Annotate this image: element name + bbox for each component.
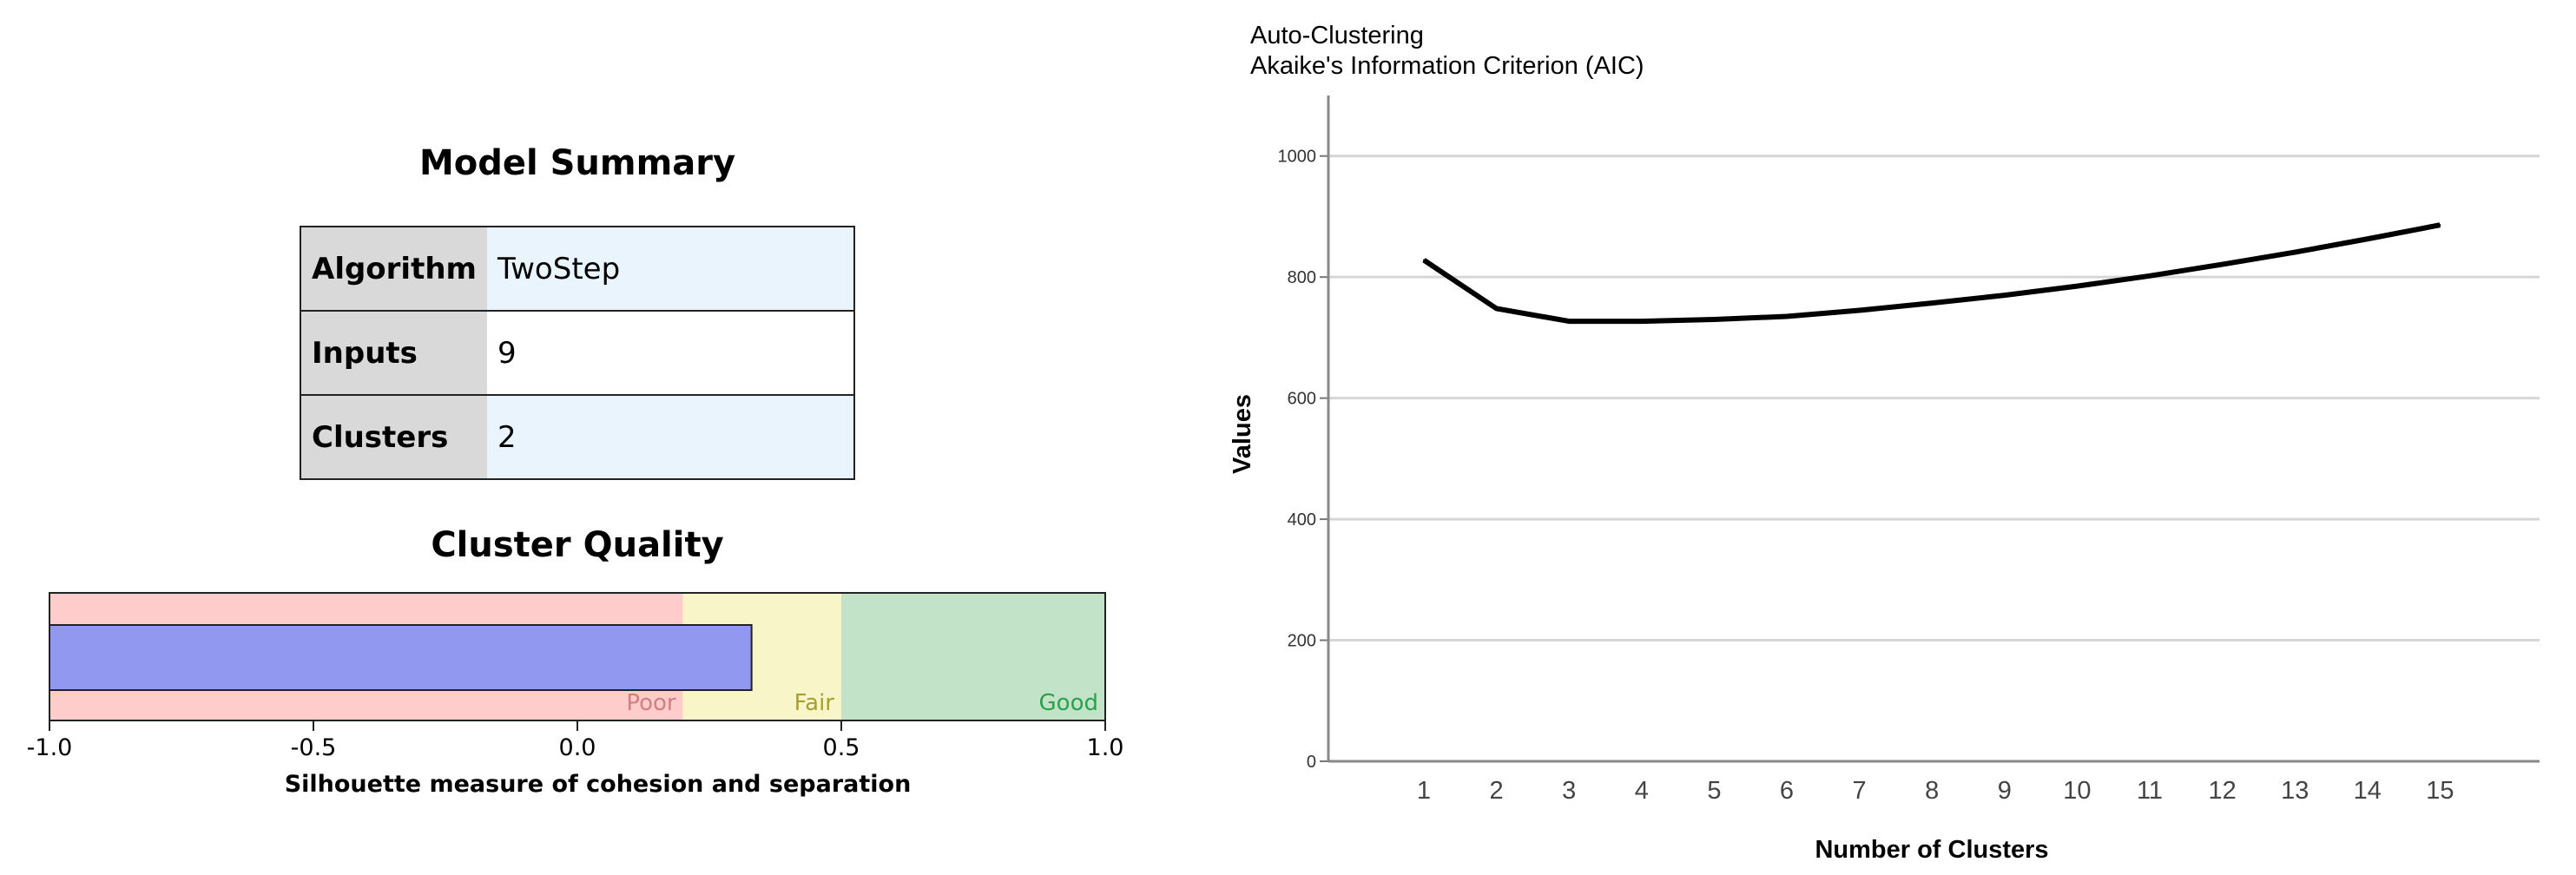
data-point	[1786, 315, 1788, 318]
x-tick-label: 1	[1417, 777, 1431, 805]
table-row: Algorithm TwoStep	[300, 226, 856, 312]
band-label-fair: Fair	[794, 690, 835, 716]
x-tick-label: 12	[2208, 777, 2236, 805]
data-point	[1495, 307, 1498, 310]
x-tick-label: 7	[1853, 777, 1867, 805]
x-tick-label: 8	[1925, 777, 1939, 805]
y-tick-label: 1000	[1278, 148, 1317, 167]
y-tick-label: 800	[1288, 268, 1316, 287]
band-label-good: Good	[1039, 690, 1098, 716]
row-label-inputs: Inputs	[300, 310, 487, 396]
data-point	[1713, 318, 1716, 320]
cluster-quality-title: Cluster Quality	[431, 525, 724, 565]
data-point	[2003, 294, 2006, 297]
x-tick-label: 6	[1780, 777, 1794, 805]
y-tick-label: 600	[1288, 390, 1316, 409]
band-good	[841, 593, 1105, 720]
aic-chart-title: Auto-Clustering	[1250, 22, 1424, 49]
aic-chart-title-block: Auto-Clustering Akaike's Information Cri…	[1250, 21, 1644, 82]
x-tick-label: 10	[2063, 777, 2091, 805]
x-tick-label: -0.5	[291, 734, 337, 761]
x-tick-label: 11	[2137, 777, 2163, 805]
x-tick-label: 4	[1635, 777, 1649, 805]
x-tick-label: 1.0	[1087, 734, 1124, 761]
row-label-clusters: Clusters	[300, 394, 487, 480]
aic-chart-subtitle: Akaike's Information Criterion (AIC)	[1250, 52, 1644, 80]
data-point	[2149, 274, 2151, 277]
x-tick-label: 9	[1998, 777, 2012, 805]
y-tick-label: 0	[1307, 753, 1316, 772]
data-point	[2294, 251, 2296, 253]
band-label-poor: Poor	[626, 690, 676, 716]
row-value-inputs: 9	[486, 310, 856, 396]
data-point	[2221, 263, 2224, 266]
aic-series-line	[1422, 222, 2441, 325]
x-tick-label: 13	[2281, 777, 2309, 805]
data-point	[1423, 259, 1425, 261]
data-point	[1568, 320, 1571, 323]
data-point	[1858, 309, 1861, 312]
data-point	[2439, 224, 2441, 227]
x-tick-label: 2	[1490, 777, 1504, 805]
x-tick-label: -1.0	[27, 734, 73, 761]
model-summary-title: Model Summary	[418, 143, 736, 183]
row-label-algorithm: Algorithm	[300, 226, 487, 312]
x-axis-label: Number of Clusters	[1815, 836, 2048, 864]
row-value-algorithm: TwoStep	[486, 226, 856, 312]
x-tick-label: 3	[1562, 777, 1576, 805]
table-row: Inputs 9	[300, 310, 856, 396]
table-row: Clusters 2	[300, 394, 856, 480]
x-tick-label: 5	[1707, 777, 1721, 805]
data-point	[1931, 302, 1934, 305]
row-value-clusters: 2	[486, 394, 856, 480]
x-tick-label: 15	[2426, 777, 2454, 805]
y-tick-label: 200	[1288, 632, 1316, 651]
y-tick-label: 400	[1288, 510, 1316, 530]
data-point	[2076, 285, 2079, 287]
silhouette-bar	[49, 624, 753, 691]
y-axis-label: Values	[1229, 394, 1256, 474]
model-summary-table: Algorithm TwoStep Inputs 9 Clusters 2	[300, 226, 856, 480]
data-point	[1640, 320, 1643, 323]
data-point	[2366, 238, 2368, 240]
x-tick-label: 0.0	[559, 734, 596, 761]
x-tick-label: 0.5	[823, 734, 860, 761]
x-tick-label: 14	[2354, 777, 2382, 805]
x-axis-label: Silhouette measure of cohesion and separ…	[285, 771, 912, 798]
